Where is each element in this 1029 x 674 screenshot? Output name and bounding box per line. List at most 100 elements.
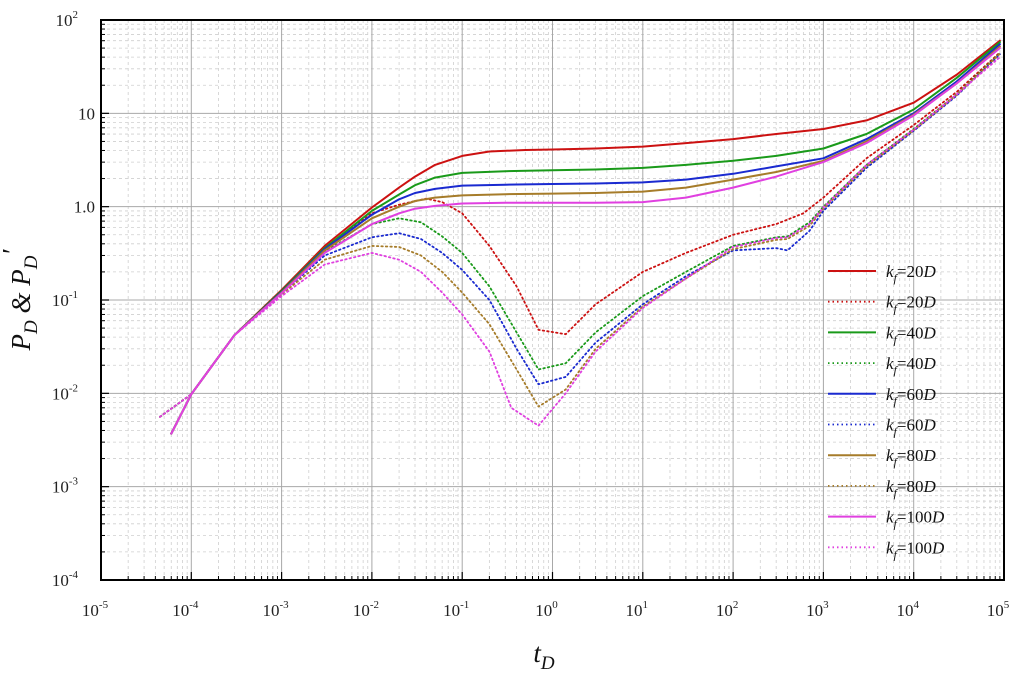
x-tick-base: 10 [353, 601, 370, 620]
y-tick-base: 10 [52, 571, 69, 590]
legend-sub: f [894, 363, 899, 377]
legend-label-3: kf=40D [886, 323, 936, 346]
y-tick-exponent: -1 [69, 289, 78, 301]
y-tick-exponent: 2 [73, 9, 79, 21]
legend-k: k [886, 385, 894, 404]
series-line-6 [159, 53, 1001, 418]
x-axis-label-sub: D [540, 653, 555, 674]
x-axis-label-main: t [533, 638, 542, 668]
legend-unit: D [931, 508, 945, 527]
y-tick-base: 10 [78, 104, 95, 123]
legend-k: k [886, 446, 894, 465]
x-tick-label: 10-5 [82, 599, 109, 620]
y-tick-label: 10-3 [52, 476, 79, 497]
x-tick-label: 105 [987, 599, 1010, 620]
legend-k: k [886, 262, 894, 281]
legend-value: =80 [897, 477, 924, 496]
legend-label-5: kf=60D [886, 385, 936, 408]
legend-value: =60 [897, 385, 924, 404]
x-tick-base: 10 [535, 601, 552, 620]
y-tick-base: 10 [52, 291, 69, 310]
x-axis-label: tD [533, 638, 555, 674]
legend-label-9: kf=100D [886, 508, 945, 531]
y-tick-label: 1.0 [74, 198, 95, 217]
x-tick-labels: 10-5 10-4 10-3 10-2 10-1 100 101 102 103 104 105 [82, 599, 1010, 620]
y-axis-label-sub1: D [21, 320, 42, 335]
y-tick-label: 10-2 [52, 382, 78, 403]
legend-value: =60 [897, 416, 924, 435]
series-line-10 [159, 56, 1001, 427]
x-tick-base: 10 [716, 601, 733, 620]
x-tick-label: 10-1 [443, 599, 469, 620]
x-tick-exponent: 1 [643, 599, 649, 611]
series-layer [159, 39, 1001, 435]
x-tick-label: 101 [626, 599, 649, 620]
x-tick-exponent: 2 [733, 599, 739, 611]
x-tick-base: 10 [806, 601, 823, 620]
series-line-1 [170, 39, 1001, 435]
y-tick-exponent: -2 [69, 382, 78, 394]
legend-sub: f [894, 271, 899, 285]
legend-label-4: kf=40D [886, 354, 936, 377]
legend-k: k [886, 354, 894, 373]
x-tick-exponent: -2 [370, 599, 379, 611]
legend-unit: D [922, 354, 936, 373]
x-tick-exponent: 5 [1004, 599, 1010, 611]
x-tick-exponent: 3 [823, 599, 829, 611]
x-tick-base: 10 [443, 601, 460, 620]
y-axis-label-amp: & [6, 286, 36, 321]
y-axis-label-p1: P [6, 334, 36, 352]
legend-sub: f [894, 547, 899, 561]
legend-label-2: kf=20D [886, 293, 936, 316]
legend-value: =20 [897, 262, 924, 281]
y-tick-label: 102 [56, 9, 79, 30]
legend-sub: f [894, 486, 899, 500]
legend-label-7: kf=80D [886, 446, 936, 469]
x-tick-base: 10 [172, 601, 189, 620]
y-tick-base: 1.0 [74, 198, 95, 217]
y-axis-label-sub2: D [21, 255, 42, 270]
y-tick-exponent: -3 [69, 476, 79, 488]
y-axis-label: PD & PD′ [0, 248, 42, 351]
y-axis-label-prime: ′ [0, 248, 27, 255]
series-line-3 [170, 41, 1001, 435]
legend-label-10: kf=100D [886, 538, 945, 561]
x-tick-exponent: -4 [189, 599, 199, 611]
legend-sub: f [894, 332, 899, 346]
x-tick-label: 104 [896, 599, 919, 620]
x-tick-base: 10 [263, 601, 280, 620]
legend: kf=20Dkf=20Dkf=40Dkf=40Dkf=60Dkf=60Dkf=8… [828, 262, 945, 561]
legend-unit: D [922, 446, 936, 465]
legend-sub: f [894, 517, 899, 531]
series-line-2 [159, 51, 1001, 418]
y-tick-label: 10-4 [52, 569, 79, 590]
legend-unit: D [931, 538, 945, 557]
legend-value: =100 [897, 508, 932, 527]
legend-k: k [886, 323, 894, 342]
legend-k: k [886, 508, 894, 527]
legend-unit: D [922, 262, 936, 281]
y-axis-label-p2: P [6, 269, 36, 287]
legend-sub: f [894, 302, 899, 316]
legend-k: k [886, 416, 894, 435]
legend-value: =100 [897, 538, 932, 557]
legend-unit: D [922, 293, 936, 312]
x-tick-label: 10-4 [172, 599, 199, 620]
series-line-5 [170, 43, 1001, 435]
legend-unit: D [922, 385, 936, 404]
legend-unit: D [922, 477, 936, 496]
x-tick-label: 10-2 [353, 599, 379, 620]
y-tick-label: 10-1 [52, 289, 78, 310]
series-line-7 [170, 45, 1001, 435]
x-tick-exponent: -1 [460, 599, 469, 611]
legend-sub: f [894, 455, 899, 469]
x-tick-exponent: -3 [280, 599, 290, 611]
x-tick-exponent: 0 [552, 599, 558, 611]
legend-label-8: kf=80D [886, 477, 936, 500]
y-tick-base: 10 [52, 384, 69, 403]
legend-unit: D [922, 323, 936, 342]
legend-label-1: kf=20D [886, 262, 936, 285]
legend-label-6: kf=60D [886, 416, 936, 439]
